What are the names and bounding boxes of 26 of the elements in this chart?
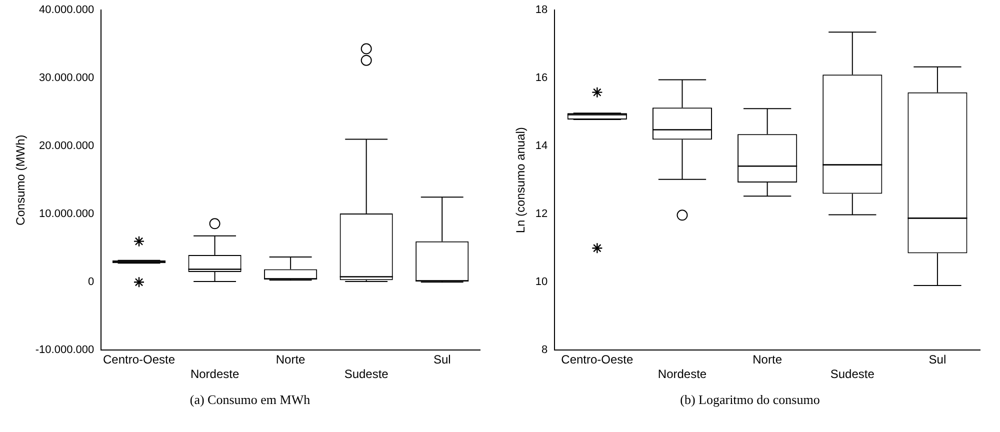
x-tick-label: Sudeste [344,367,389,382]
x-tick-label: Norte [752,352,782,367]
y-tick-label: 30.000.000 [39,72,94,84]
y-tick-label: 16 [535,72,548,84]
y-tick-label: 18 [535,4,548,16]
y-tick-label: 20.000.000 [39,140,94,152]
text: (b) Logaritmo do consumo [679,392,821,408]
x-tick-label: Centro-Oeste [102,352,176,367]
y-tick-label: 0 [88,276,94,288]
x-tick-label: Nordeste [190,367,240,382]
y-tick-label: 40.000.000 [39,4,94,16]
y-tick-label: 14 [535,140,548,152]
x-tick-label: Norte [276,352,306,367]
y-tick-label: 10.000.000 [39,208,94,220]
x-tick-label: Sul [928,352,946,367]
y-axis-title: Consumo (MWh) [14,134,28,226]
x-tick-label: Centro-Oeste [561,352,634,367]
y-tick-label: -10.000.000 [35,344,94,356]
text: (a) Consumo em MWh [188,392,312,408]
y-tick-label: 10 [535,276,548,288]
y-axis-title: Ln (consumo anual) [514,127,528,234]
x-tick-label: Nordeste [658,367,707,382]
x-tick-label: Sudeste [830,367,875,382]
y-tick-label: 8 [542,344,548,356]
x-tick-label: Sul [433,352,451,367]
y-tick-label: 12 [535,208,548,220]
